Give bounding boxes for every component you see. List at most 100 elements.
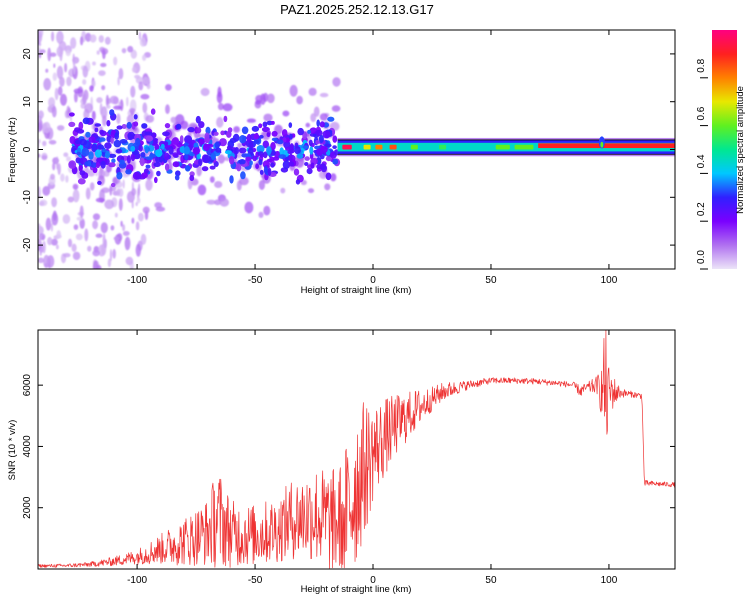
- band-blob: [192, 147, 201, 155]
- colorbar-tick-label: 0.2: [696, 202, 707, 216]
- spectrogram-band-layer: [68, 108, 341, 188]
- band-blob: [76, 128, 85, 134]
- band-blob: [239, 135, 247, 144]
- band-blob: [133, 114, 138, 120]
- band-blob: [100, 160, 106, 169]
- halo-blob: [170, 116, 177, 124]
- snr-y-axis-title: SNR (10 * v/v): [7, 420, 18, 481]
- snr-x-axis-title: Height of straight line (km): [301, 584, 412, 595]
- scatter-blob: [65, 50, 71, 57]
- band-blob: [155, 149, 163, 158]
- scatter-blob: [136, 197, 141, 204]
- scatter-blob: [55, 244, 59, 250]
- scatter-blob: [38, 223, 41, 231]
- scatter-blob: [122, 224, 126, 232]
- band-blob: [126, 155, 131, 164]
- band-blob: [172, 152, 179, 158]
- band-blob: [76, 151, 81, 156]
- scatter-blob: [42, 240, 46, 254]
- halo-blob: [307, 188, 315, 194]
- band-blob: [289, 148, 295, 154]
- scatter-blob: [80, 36, 84, 46]
- scatter-blob: [92, 249, 100, 257]
- halo-blob: [237, 142, 243, 148]
- halo-blob: [73, 88, 83, 94]
- halo-blob: [217, 154, 225, 164]
- colorbar-ticks: 0.0 0.2 0.4 0.6 0.8: [696, 58, 708, 270]
- halo-blob: [319, 170, 328, 179]
- halo-blob: [319, 113, 328, 121]
- scatter-blob: [104, 36, 111, 45]
- band-blob: [145, 164, 151, 169]
- band-blob: [77, 178, 86, 185]
- band-blob: [115, 148, 123, 154]
- scatter-blob: [38, 257, 45, 264]
- band-blob: [132, 171, 141, 180]
- scatter-blob: [126, 96, 129, 107]
- scatter-blob: [96, 264, 102, 269]
- scatter-blob: [57, 163, 61, 176]
- scatter-blob: [56, 230, 61, 239]
- scatter-blob: [73, 61, 76, 75]
- scatter-blob: [42, 121, 51, 134]
- band-blob: [310, 162, 315, 169]
- scatter-blob: [74, 91, 78, 103]
- scatter-blob: [110, 225, 115, 231]
- halo-blob: [258, 180, 265, 190]
- carrier-patch: [375, 144, 383, 150]
- band-blob: [116, 125, 123, 130]
- band-blob: [210, 152, 216, 161]
- scatter-blob: [82, 65, 89, 78]
- scatter-blob: [51, 238, 58, 246]
- scatter-blob: [142, 102, 148, 114]
- spectrogram-carrier-line: [337, 136, 675, 157]
- band-blob: [252, 155, 257, 162]
- halo-blob: [214, 199, 222, 206]
- scatter-blob: [64, 62, 68, 73]
- band-blob: [289, 133, 293, 140]
- band-blob: [154, 143, 160, 151]
- colorbar-tick-label: 0.8: [696, 58, 707, 72]
- x-tick-label: 0: [370, 275, 376, 286]
- band-blob: [215, 147, 222, 153]
- band-blob: [75, 139, 81, 145]
- band-blob: [106, 120, 111, 127]
- scatter-blob: [59, 76, 65, 87]
- y-tick-label: 0: [22, 146, 33, 152]
- band-blob: [95, 162, 100, 169]
- band-blob: [127, 131, 135, 140]
- scatter-blob: [47, 237, 53, 246]
- band-blob: [145, 135, 153, 142]
- band-blob: [293, 168, 300, 176]
- band-blob: [324, 143, 332, 148]
- band-blob: [91, 143, 98, 153]
- band-blob: [318, 134, 324, 144]
- main-title: PAZ1.2025.252.12.13.G17: [280, 2, 434, 17]
- scatter-blob: [72, 251, 81, 261]
- colorbar-gradient: [712, 30, 737, 269]
- x-tick-label: 50: [485, 575, 497, 586]
- band-blob: [276, 139, 284, 145]
- scatter-blob: [71, 243, 77, 252]
- scatter-blob: [42, 140, 47, 147]
- scatter-blob: [56, 30, 64, 44]
- band-blob: [135, 137, 141, 146]
- band-blob: [325, 172, 332, 181]
- scatter-blob: [131, 217, 135, 224]
- band-blob: [130, 145, 136, 152]
- scatter-blob: [142, 54, 147, 61]
- scatter-blob: [100, 222, 108, 234]
- band-blob: [79, 170, 86, 176]
- halo-blob: [145, 179, 153, 191]
- band-blob: [108, 162, 116, 168]
- scatter-blob: [122, 231, 130, 236]
- scatter-blob: [120, 220, 123, 227]
- band-blob: [262, 140, 269, 149]
- scatter-blob: [113, 236, 120, 241]
- scatter-blob: [38, 115, 43, 122]
- scatter-blob: [92, 61, 96, 66]
- band-blob: [204, 136, 210, 144]
- scatter-blob: [73, 224, 79, 230]
- scatter-blob: [96, 50, 100, 55]
